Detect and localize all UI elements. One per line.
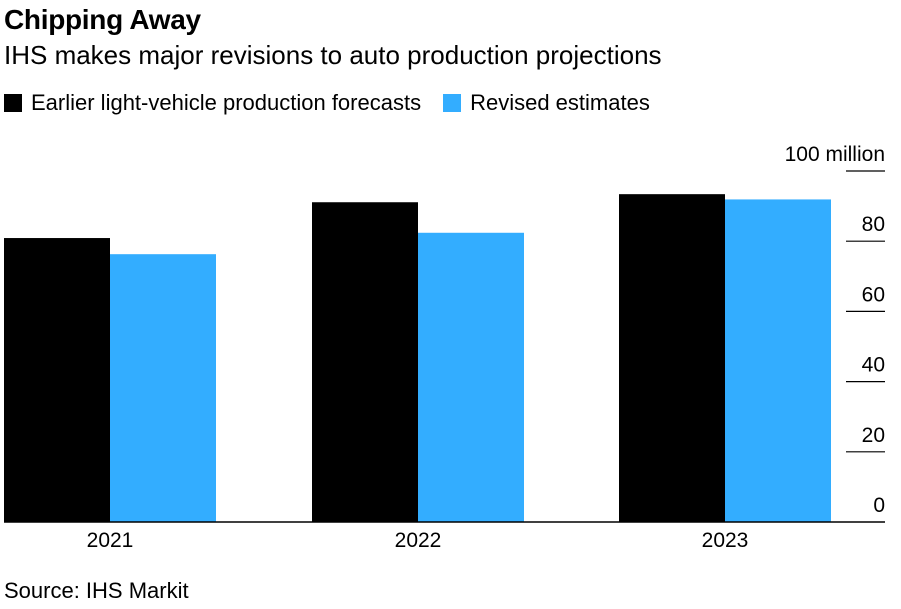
chart-subtitle: IHS makes major revisions to auto produc… — [4, 40, 662, 70]
bar-2022-revised — [418, 232, 524, 522]
y-tick-label-20: 20 — [862, 424, 885, 447]
y-tick-label-40: 40 — [862, 354, 885, 377]
bar-2022-earlier — [312, 202, 418, 522]
y-tick-label-80: 80 — [862, 213, 885, 236]
x-tick-label-2021: 2021 — [87, 529, 134, 552]
y-tick-label-60: 60 — [862, 283, 885, 306]
x-tick-label-2022: 2022 — [395, 529, 442, 552]
y-tick-label-100: 100 million — [785, 143, 885, 166]
bar-2023-earlier — [619, 194, 725, 522]
legend-swatch-revised — [443, 94, 462, 112]
legend-swatch-earlier — [4, 94, 22, 112]
bar-2023-revised — [725, 199, 831, 522]
legend-label-earlier: Earlier light-vehicle production forecas… — [31, 90, 422, 115]
source-note: Source: IHS Markit — [4, 578, 189, 603]
bar-2021-revised — [110, 254, 216, 522]
bar-2021-earlier — [4, 238, 110, 522]
x-tick-label-2023: 2023 — [702, 529, 749, 552]
legend-item-earlier: Earlier light-vehicle production forecas… — [4, 90, 421, 116]
chart-title: Chipping Away — [4, 4, 201, 35]
legend: Earlier light-vehicle production forecas… — [4, 90, 672, 116]
legend-item-revised: Revised estimates — [443, 90, 650, 116]
legend-label-revised: Revised estimates — [470, 90, 650, 115]
y-tick-label-0: 0 — [873, 494, 885, 517]
